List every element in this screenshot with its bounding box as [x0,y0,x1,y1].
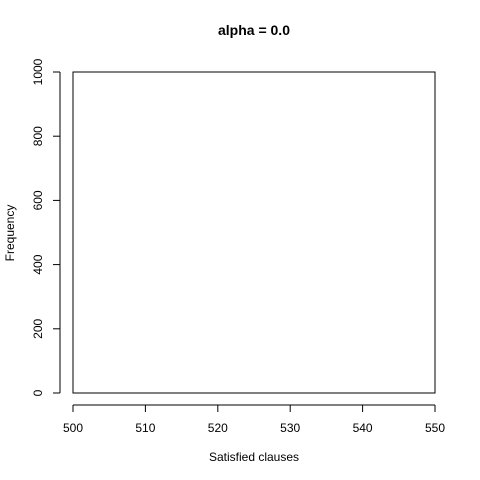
x-tick-label: 550 [425,421,445,435]
y-tick-label: 1000 [31,58,45,85]
y-axis: 0 200 400 600 800 1000 [31,58,61,396]
x-tick-label: 530 [280,421,300,435]
plot-area-border [72,71,436,394]
x-tick-label: 520 [208,421,228,435]
x-tick-label: 510 [135,421,155,435]
x-tick-label: 500 [63,421,83,435]
chart-title: alpha = 0.0 [218,22,290,38]
y-axis-label: Frequency [3,205,17,262]
y-tick-label: 800 [31,126,45,146]
x-axis: 500 510 520 530 540 550 [63,404,445,435]
y-tick-label: 200 [31,318,45,338]
y-tick-label: 400 [31,254,45,274]
x-tick-label: 540 [353,421,373,435]
x-axis-label: Satisfied clauses [209,450,299,464]
y-tick-label: 600 [31,190,45,210]
y-tick-label: 0 [31,389,45,396]
